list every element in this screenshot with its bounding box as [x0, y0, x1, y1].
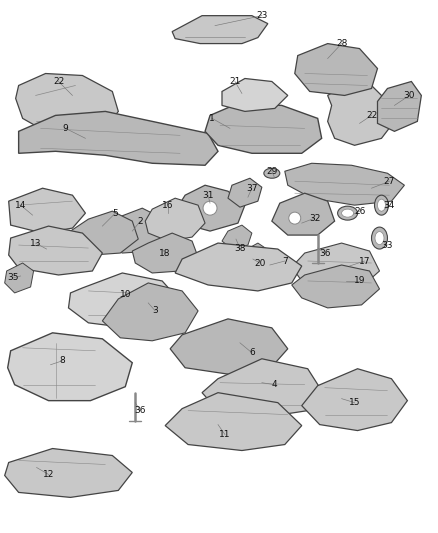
Text: 31: 31	[202, 191, 214, 200]
Text: 22: 22	[366, 111, 377, 120]
Polygon shape	[68, 273, 180, 328]
Polygon shape	[222, 225, 252, 249]
Text: 4: 4	[272, 380, 278, 389]
Text: 12: 12	[43, 470, 54, 479]
Text: 13: 13	[30, 239, 41, 247]
Text: 7: 7	[282, 256, 288, 265]
Text: 36: 36	[319, 248, 330, 257]
Polygon shape	[9, 188, 85, 233]
Text: 22: 22	[53, 77, 64, 86]
Text: 9: 9	[63, 124, 68, 133]
Polygon shape	[71, 211, 138, 255]
Text: 34: 34	[384, 200, 395, 209]
Text: 2: 2	[138, 216, 143, 225]
Polygon shape	[292, 243, 379, 291]
Text: 1: 1	[209, 114, 215, 123]
Polygon shape	[102, 283, 198, 341]
Text: 10: 10	[120, 290, 131, 300]
Text: 20: 20	[254, 259, 265, 268]
Polygon shape	[302, 369, 407, 431]
Text: 11: 11	[219, 430, 231, 439]
Polygon shape	[222, 78, 288, 111]
Text: 28: 28	[336, 39, 347, 48]
Polygon shape	[172, 15, 268, 44]
Text: 8: 8	[60, 356, 65, 365]
Polygon shape	[378, 82, 421, 131]
Text: 26: 26	[354, 207, 365, 216]
Text: 16: 16	[162, 200, 174, 209]
Text: 33: 33	[381, 240, 393, 249]
Polygon shape	[145, 198, 205, 241]
Polygon shape	[228, 243, 273, 277]
Polygon shape	[272, 193, 335, 235]
Polygon shape	[228, 178, 262, 207]
Polygon shape	[8, 333, 132, 401]
Text: 27: 27	[384, 177, 395, 185]
Text: 38: 38	[234, 244, 246, 253]
Polygon shape	[205, 103, 321, 154]
Ellipse shape	[375, 232, 384, 245]
Ellipse shape	[378, 199, 385, 211]
Text: 6: 6	[249, 348, 255, 357]
Polygon shape	[132, 233, 198, 273]
Ellipse shape	[342, 209, 353, 217]
Text: 15: 15	[349, 398, 360, 407]
Text: 35: 35	[7, 273, 18, 282]
Ellipse shape	[338, 206, 357, 220]
Polygon shape	[99, 208, 168, 253]
Ellipse shape	[374, 195, 389, 215]
Polygon shape	[5, 449, 132, 497]
Polygon shape	[9, 226, 102, 275]
Text: 29: 29	[266, 167, 278, 176]
Ellipse shape	[371, 227, 388, 249]
Polygon shape	[175, 243, 302, 291]
Text: 23: 23	[256, 11, 268, 20]
Text: 17: 17	[359, 256, 370, 265]
Polygon shape	[5, 263, 34, 293]
Text: 36: 36	[134, 406, 146, 415]
Text: 19: 19	[354, 277, 365, 286]
Text: 21: 21	[229, 77, 240, 86]
Polygon shape	[165, 393, 302, 450]
Text: 30: 30	[404, 91, 415, 100]
Text: 3: 3	[152, 306, 158, 316]
Text: 5: 5	[113, 208, 118, 217]
Polygon shape	[16, 74, 118, 135]
Polygon shape	[170, 319, 288, 375]
Ellipse shape	[289, 212, 301, 224]
Text: 18: 18	[159, 248, 171, 257]
Polygon shape	[175, 185, 245, 231]
Text: 37: 37	[246, 184, 258, 193]
Polygon shape	[295, 44, 378, 95]
Polygon shape	[328, 82, 395, 146]
Text: 14: 14	[15, 200, 26, 209]
Polygon shape	[19, 111, 218, 165]
Polygon shape	[202, 359, 321, 417]
Text: 32: 32	[309, 214, 320, 223]
Polygon shape	[292, 265, 379, 308]
Ellipse shape	[264, 168, 280, 178]
Polygon shape	[285, 163, 404, 205]
Ellipse shape	[203, 201, 217, 215]
